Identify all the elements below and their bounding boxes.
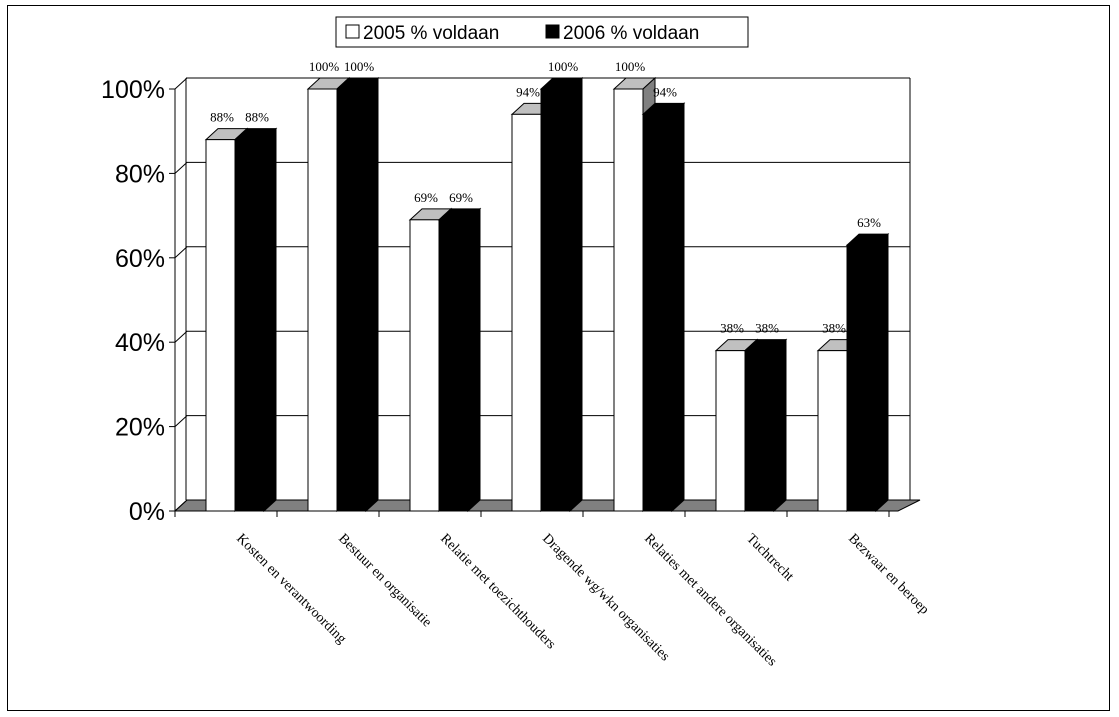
legend-entry: 2005 % voldaan: [363, 23, 499, 44]
data-label-2006: 63%: [857, 215, 881, 230]
data-label-2006: 88%: [245, 110, 269, 125]
legend-entry: 2006 % voldaan: [563, 23, 699, 44]
y-tick-depth: [174, 77, 188, 90]
data-label-2005: 38%: [822, 321, 846, 336]
data-label-2006: 38%: [755, 321, 779, 336]
category-label: Kosten en verantwoording: [233, 531, 349, 647]
bar-2006: [539, 76, 584, 513]
y-tick-label: 100%: [101, 76, 165, 104]
data-label-2006: 100%: [344, 59, 375, 74]
data-label-2005: 38%: [720, 321, 744, 336]
category-label: Bezwaar en beroep: [845, 531, 931, 617]
y-tick-depth: [174, 415, 188, 427]
legend: 2005 % voldaan 2006 % voldaan: [335, 16, 749, 48]
data-label-2005: 100%: [615, 59, 646, 74]
y-tick-label: 20%: [115, 414, 165, 442]
bar-2006: [437, 207, 482, 513]
bar-2006: [743, 338, 788, 513]
data-label-2005: 100%: [309, 59, 340, 74]
y-tick-label: 40%: [115, 329, 165, 357]
y-tick-label: 80%: [115, 160, 165, 188]
data-label-2006: 69%: [449, 190, 473, 205]
y-tick-label: 60%: [115, 245, 165, 273]
y-tick-depth: [174, 246, 188, 259]
category-label: Bestuur en organisatie: [335, 531, 434, 630]
data-label-2005: 88%: [210, 110, 234, 125]
data-label-2006: 94%: [653, 84, 677, 99]
bar-chart: 0% 20% 40% 60% 80% 100% 88% 88% Kosten en verant…: [101, 16, 932, 669]
bar-2006: [335, 76, 380, 513]
data-label-2006: 100%: [548, 59, 579, 74]
y-tick-depth: [174, 162, 188, 174]
category-label: Relatie met toezichthouders: [437, 531, 558, 652]
category-label: Tuchtrecht: [743, 531, 796, 584]
data-label-2005: 69%: [414, 190, 438, 205]
legend-swatch: [545, 24, 560, 39]
y-tick-label: 0%: [129, 498, 165, 526]
bar-2006: [641, 102, 686, 513]
bar-2006: [233, 127, 278, 513]
chart-frame: 0% 20% 40% 60% 80% 100% 88% 88% Kosten en verant…: [7, 5, 1110, 711]
y-tick-depth: [174, 499, 188, 512]
data-label-2005: 94%: [516, 84, 540, 99]
bar-2006: [845, 233, 890, 513]
legend-swatch: [345, 24, 360, 39]
y-tick-depth: [174, 330, 188, 343]
